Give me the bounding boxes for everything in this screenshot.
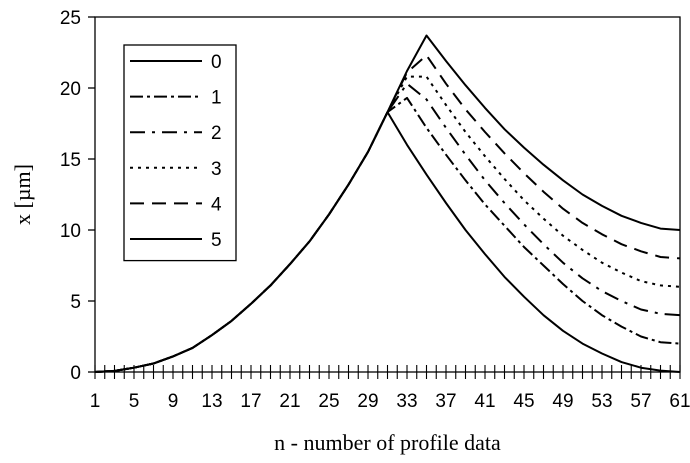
legend-label-5: 5 [211,230,222,251]
x-tick-label: 1 [90,391,101,412]
x-tick-label: 29 [357,391,378,412]
x-tick-label: 13 [201,391,222,412]
x-tick-label: 41 [474,391,495,412]
legend-label-0: 0 [211,52,222,73]
x-tick-label: 37 [435,391,456,412]
y-axis-title: x [µm] [10,164,35,225]
x-axis-title: n - number of profile data [274,430,501,455]
legend-label-3: 3 [211,159,222,180]
x-tick-label: 45 [513,391,534,412]
legend-box [123,44,237,262]
y-tick-label: 5 [70,292,81,313]
x-tick-label: 49 [552,391,573,412]
x-tick-label: 25 [318,391,339,412]
x-tick-label: 21 [279,391,300,412]
series-line-5 [94,34,681,373]
legend-label-1: 1 [211,88,222,109]
x-tick-label: 33 [396,391,417,412]
x-tick-label: 17 [240,391,261,412]
y-tick-label: 0 [70,363,81,384]
series-line-3 [94,75,681,373]
x-tick-label: 53 [591,391,612,412]
y-tick-label: 10 [60,221,81,242]
y-tick-label: 15 [60,150,81,171]
legend-label-2: 2 [211,123,222,144]
legend: 0 1 2 3 4 5 [123,44,237,262]
x-tick-label: 9 [168,391,179,412]
x-tick-label: 61 [669,391,690,412]
x-axis: 1 5 9 13 17 21 25 29 33 37 41 45 49 53 57 61 [90,365,690,412]
series-layer [94,34,681,373]
x-tick-label: 5 [129,391,140,412]
x-tick-label: 57 [630,391,651,412]
y-axis: 0 5 10 15 20 25 [60,8,95,384]
y-tick-label: 25 [60,8,81,29]
legend-label-4: 4 [211,194,222,215]
y-tick-label: 20 [60,79,81,100]
